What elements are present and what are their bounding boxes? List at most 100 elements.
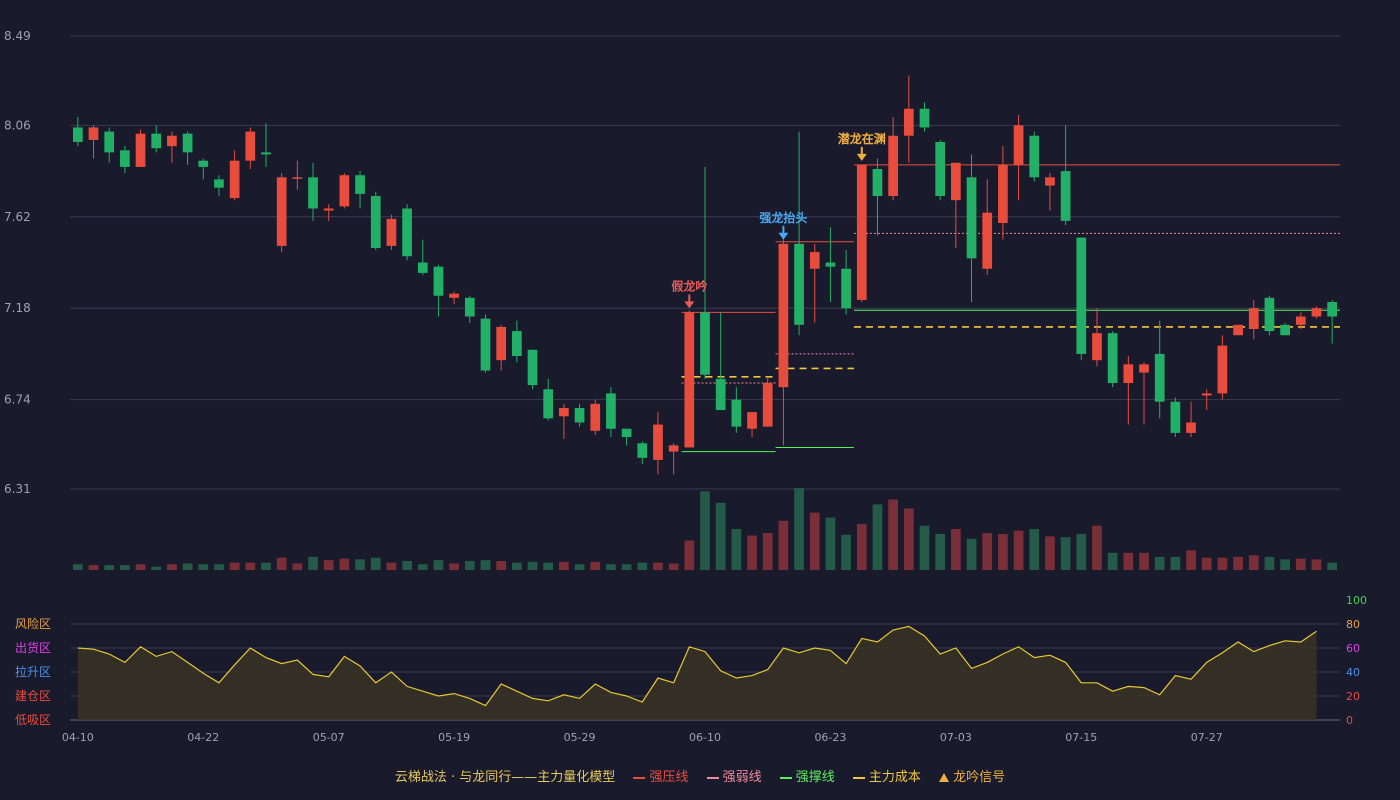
- candle-body: [135, 133, 146, 167]
- candle-body: [998, 164, 1008, 224]
- candle-body: [982, 212, 993, 269]
- signal-label: 假龙吟: [671, 278, 707, 293]
- legend-resist[interactable]: 强压线: [633, 766, 688, 785]
- candle-body: [417, 262, 428, 273]
- candle-body: [1154, 353, 1165, 402]
- candle-body: [1201, 393, 1212, 396]
- volume-bar: [621, 564, 632, 570]
- volume-bar: [794, 488, 804, 570]
- resist-line-swatch: [633, 776, 646, 779]
- candle-body: [700, 312, 710, 375]
- volume-bar: [182, 563, 193, 570]
- candle-body: [841, 268, 851, 309]
- volume-bar: [135, 564, 146, 570]
- candle-body: [1170, 401, 1181, 433]
- y-tick-label: 8.49: [4, 29, 31, 43]
- x-tick-label: 04-22: [187, 731, 219, 744]
- support-line-swatch: [779, 776, 792, 779]
- candle-body: [919, 108, 930, 128]
- candle-body: [386, 218, 397, 246]
- osc-tick-label: 0: [1346, 714, 1353, 727]
- legend-cost[interactable]: 主力成本: [852, 766, 921, 785]
- candle-body: [511, 331, 522, 357]
- volume-bar: [276, 557, 287, 570]
- volume-bar: [527, 561, 538, 570]
- volume-bar: [229, 562, 240, 570]
- volume-bar: [606, 564, 616, 570]
- volume-bar: [1013, 530, 1024, 570]
- x-tick-label: 04-10: [62, 731, 94, 744]
- volume-bar: [731, 529, 742, 570]
- candle-body: [715, 378, 726, 411]
- candle-body: [229, 160, 240, 199]
- volume-bar: [1045, 536, 1055, 570]
- volume-bar: [433, 560, 444, 570]
- legend-resist-label: 强压线: [649, 770, 689, 785]
- volume-bar: [120, 565, 130, 570]
- candle-body: [261, 152, 271, 155]
- candle-body: [1186, 422, 1196, 433]
- volume-bar: [72, 564, 83, 570]
- volume-bar: [668, 563, 679, 570]
- candle-body: [1139, 364, 1149, 373]
- volume-bar: [919, 525, 930, 570]
- x-tick-label: 07-15: [1065, 731, 1097, 744]
- volume-bar: [841, 534, 851, 570]
- volume-bar: [559, 561, 569, 570]
- candle-body: [1107, 333, 1118, 384]
- candle-body: [198, 160, 209, 167]
- volume-bar: [935, 533, 946, 570]
- volume-bar: [104, 565, 115, 570]
- candle-body: [151, 133, 162, 149]
- volume-bar: [417, 564, 428, 570]
- volume-bar: [88, 565, 99, 570]
- candle-body: [464, 297, 475, 317]
- volume-bar: [1311, 559, 1322, 570]
- candle-body: [668, 445, 679, 452]
- osc-area: [77, 626, 1317, 720]
- candle-body: [182, 133, 193, 153]
- osc-tick-label: 20: [1346, 690, 1360, 703]
- candle-body: [1280, 324, 1290, 336]
- osc-zone-label: 拉升区: [15, 664, 51, 679]
- candle-body: [731, 399, 742, 427]
- candle-body: [1233, 324, 1243, 336]
- candle-body: [856, 164, 867, 300]
- osc-zone-label: 低吸区: [15, 713, 51, 727]
- volume-bar: [998, 533, 1008, 570]
- signal-label: 潜龙在渊: [838, 131, 886, 146]
- legend: 云梯战法 · 与龙同行——主力量化模型 强压线 强弱线 强撑线 主力成本 龙吟信…: [0, 766, 1400, 785]
- volume-bar: [888, 499, 899, 570]
- volume-bar: [856, 524, 867, 570]
- candle-body: [543, 389, 554, 419]
- volume-bar: [386, 562, 397, 570]
- volume-bar: [214, 564, 224, 570]
- volume-bar: [1170, 556, 1181, 570]
- candle-body: [590, 403, 601, 431]
- legend-weak[interactable]: 强弱线: [706, 766, 762, 785]
- candle-body: [480, 318, 491, 371]
- volume-bar: [449, 563, 459, 570]
- candle-body: [684, 312, 695, 448]
- volume-bar: [700, 491, 710, 570]
- volume-bar: [1233, 556, 1243, 570]
- volume-bar: [323, 560, 334, 570]
- legend-support[interactable]: 强撑线: [779, 766, 835, 785]
- candle-body: [167, 135, 177, 147]
- legend-support-label: 强撑线: [795, 770, 835, 785]
- candle-body: [559, 407, 569, 417]
- legend-weak-label: 强弱线: [722, 770, 762, 785]
- volume-bar: [355, 559, 365, 570]
- signal-arrow-icon: [778, 232, 789, 240]
- volume-bar: [1076, 533, 1087, 570]
- candle-body: [449, 293, 459, 298]
- volume-bar: [308, 556, 318, 570]
- legend-signal[interactable]: 龙吟信号: [939, 766, 1005, 785]
- volume-bar: [543, 562, 554, 570]
- signal-label: 强龙抬头: [759, 210, 807, 225]
- x-tick-label: 07-03: [940, 731, 972, 744]
- candle-body: [276, 177, 287, 246]
- osc-tick-label: 40: [1346, 666, 1360, 679]
- y-tick-label: 6.31: [4, 482, 31, 496]
- y-tick-label: 8.06: [4, 118, 31, 132]
